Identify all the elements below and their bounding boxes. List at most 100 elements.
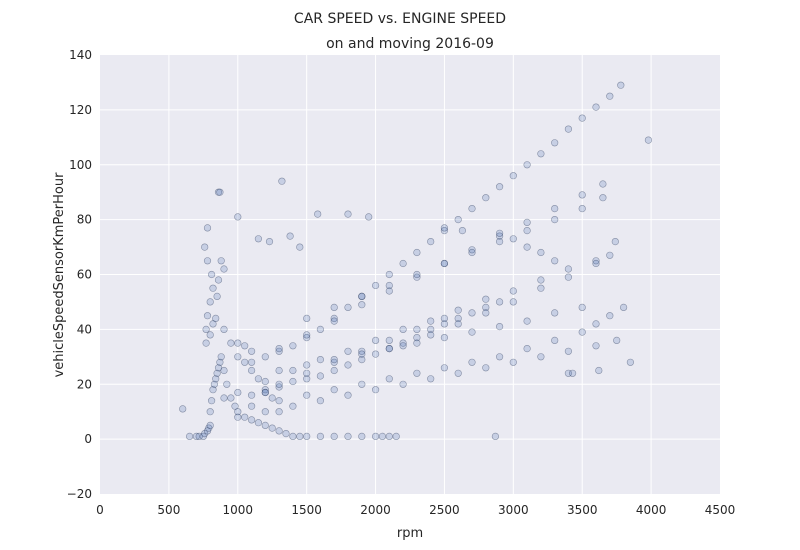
data-point xyxy=(372,281,380,290)
x-tick-label: 4000 xyxy=(636,503,667,517)
data-point xyxy=(254,235,262,243)
data-point xyxy=(330,386,338,394)
data-point xyxy=(303,331,311,339)
data-point xyxy=(275,380,283,388)
data-point xyxy=(296,243,304,251)
data-point xyxy=(179,405,187,413)
data-point xyxy=(344,303,352,312)
data-point xyxy=(217,353,225,361)
data-point xyxy=(564,347,573,355)
data-point xyxy=(564,369,573,377)
data-point xyxy=(509,235,517,243)
data-point xyxy=(206,421,214,430)
data-point xyxy=(413,334,421,342)
data-point xyxy=(186,432,194,441)
data-point xyxy=(592,342,600,350)
data-point xyxy=(372,432,380,441)
data-point xyxy=(372,386,380,394)
data-point xyxy=(496,183,504,191)
data-point xyxy=(202,339,210,347)
data-point xyxy=(209,320,217,328)
data-point xyxy=(303,432,311,441)
data-point xyxy=(275,408,283,416)
data-point xyxy=(316,397,325,405)
data-point xyxy=(201,243,209,251)
data-point xyxy=(606,312,614,320)
data-point xyxy=(427,375,435,383)
data-point xyxy=(220,325,228,334)
data-point xyxy=(578,191,586,199)
data-point xyxy=(496,229,504,237)
data-point xyxy=(440,259,449,268)
data-point xyxy=(440,320,449,328)
y-tick-label: 120 xyxy=(69,103,92,117)
data-point xyxy=(303,314,311,323)
y-tick-label: 20 xyxy=(77,377,92,391)
data-point xyxy=(316,356,325,364)
data-point xyxy=(344,210,352,218)
data-point xyxy=(523,218,531,226)
data-point xyxy=(203,312,212,320)
data-point xyxy=(595,366,603,375)
data-point xyxy=(208,397,216,405)
data-point xyxy=(592,103,600,111)
data-point xyxy=(578,303,586,312)
data-point xyxy=(578,328,586,336)
data-point xyxy=(234,408,242,416)
data-point xyxy=(248,347,256,355)
data-point xyxy=(214,188,223,196)
data-point xyxy=(551,216,559,224)
data-point xyxy=(482,364,490,372)
data-point xyxy=(568,369,577,377)
data-point xyxy=(199,432,207,441)
data-point xyxy=(216,188,224,196)
data-point xyxy=(399,259,407,268)
data-point xyxy=(241,413,249,421)
data-point xyxy=(578,114,586,122)
data-point xyxy=(509,358,517,366)
data-point xyxy=(220,366,228,375)
data-point xyxy=(385,375,393,383)
data-point xyxy=(234,353,242,361)
x-tick-label: 1000 xyxy=(223,503,254,517)
data-point xyxy=(385,287,393,295)
data-point xyxy=(482,194,490,202)
data-point xyxy=(220,394,228,402)
data-point xyxy=(551,309,559,317)
data-point xyxy=(202,325,210,334)
data-point xyxy=(265,238,274,246)
data-point xyxy=(275,366,283,375)
data-point xyxy=(644,136,653,144)
data-point xyxy=(454,216,462,224)
data-point xyxy=(248,402,256,410)
data-point xyxy=(358,350,366,358)
data-point xyxy=(261,377,269,386)
data-point xyxy=(564,265,573,273)
data-point xyxy=(289,366,297,375)
x-tick-label: 2500 xyxy=(429,503,460,517)
data-point xyxy=(208,270,216,279)
data-point xyxy=(491,432,500,441)
data-point xyxy=(344,432,352,441)
data-point xyxy=(330,432,338,441)
data-point xyxy=(248,366,256,375)
data-point xyxy=(203,224,212,232)
data-point xyxy=(482,295,490,303)
data-point xyxy=(372,350,380,358)
data-point xyxy=(216,358,224,366)
data-point xyxy=(626,358,635,366)
data-point xyxy=(496,238,504,246)
data-point xyxy=(537,150,545,158)
data-point xyxy=(509,287,517,295)
y-tick-label: 0 xyxy=(84,432,92,446)
data-point xyxy=(385,281,393,290)
data-point xyxy=(227,339,235,347)
data-point xyxy=(203,427,212,435)
data-point xyxy=(427,238,435,246)
data-point xyxy=(206,331,214,339)
data-point xyxy=(289,402,297,410)
chart-subtitle: on and moving 2016-09 xyxy=(326,36,494,52)
data-point xyxy=(440,364,449,372)
data-point xyxy=(509,172,517,180)
